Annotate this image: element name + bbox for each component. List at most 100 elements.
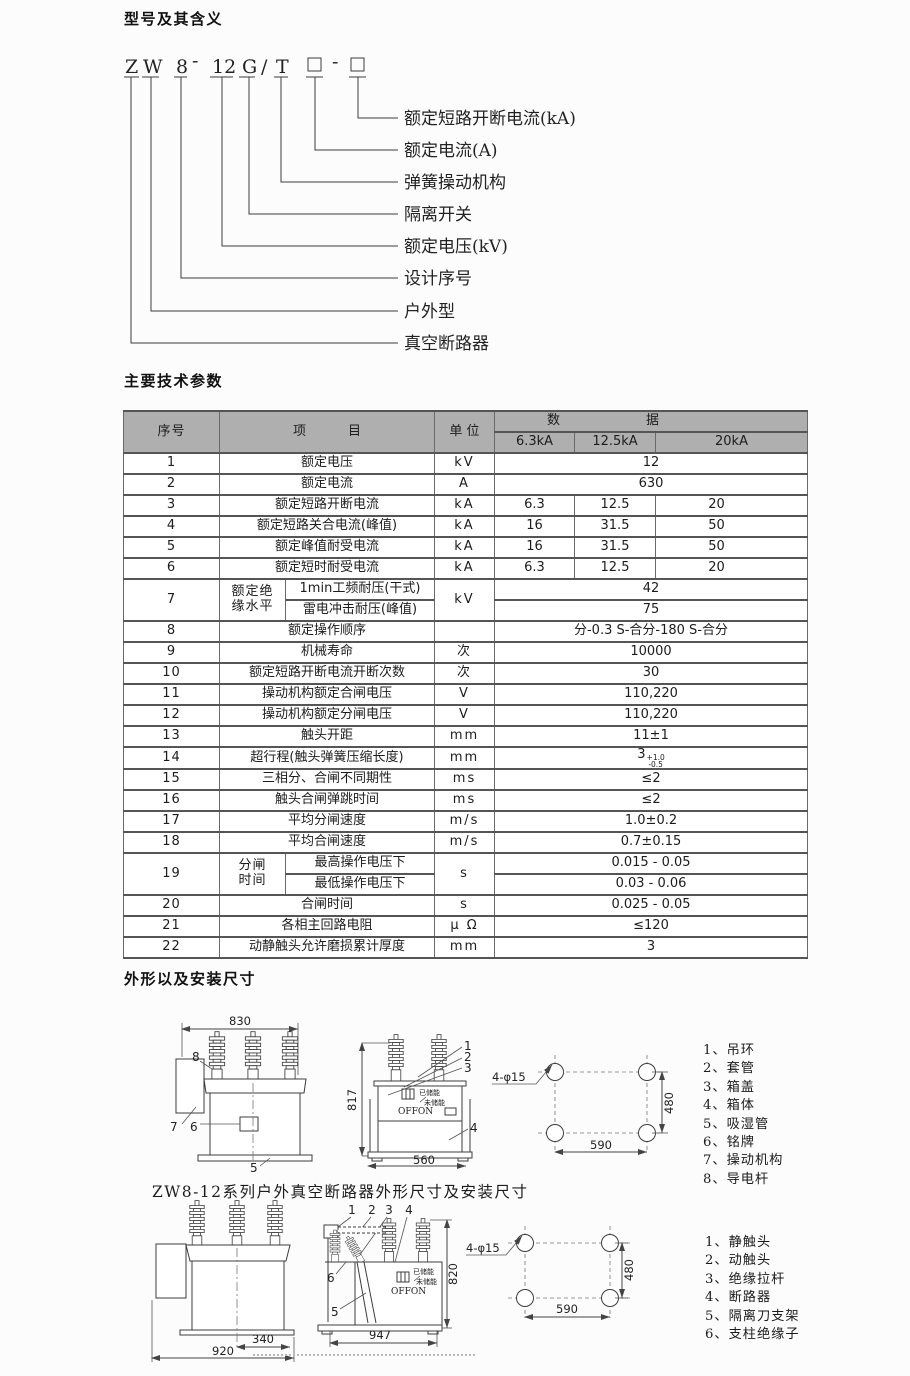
dim-830: 830 (229, 1014, 251, 1028)
model-char: 8 (176, 56, 188, 78)
header-data-char: 数 (546, 413, 560, 429)
cell-value: 31.5 (574, 515, 656, 538)
model-label: 额定短路开断电流(kA) (404, 109, 576, 129)
panel-uncharged-label: 未储能 (424, 1098, 445, 1107)
cell-item: 动静触头允许磨损累计厚度 (219, 936, 435, 959)
legend-item: 3、箱盖 (703, 1079, 755, 1095)
cell-value: 分-0.3 S-合分-180 S-合分 (493, 620, 809, 643)
cell-no: 14 (123, 746, 220, 770)
cell-value: 50 (654, 515, 809, 538)
side-view-1: 817 已储能 未储能 OFFON 1 2 3 4 560 (345, 1034, 478, 1169)
table-row: 17 平均分闸速度 m/s 1.0±0.2 (123, 810, 809, 833)
cell-item: 触头开距 (219, 725, 435, 748)
table-row: 2 额定电流 A 630 (123, 473, 809, 496)
callout-1: 1 (464, 1039, 472, 1053)
cell-no: 11 (123, 683, 220, 706)
legend-item: 1、吊环 (703, 1043, 755, 1058)
dim-560: 560 (413, 1153, 435, 1167)
dim-590: 590 (556, 1302, 578, 1316)
cell-unit (434, 620, 495, 643)
cell-value: ≤120 (493, 915, 809, 938)
cell-value: ≤2 (493, 789, 809, 812)
legend-item: 2、套管 (703, 1061, 755, 1077)
panel-charged-label: 已储能 (419, 1088, 440, 1097)
cell-unit: m/s (434, 810, 495, 833)
cell-item: 触头合闸弹跳时间 (219, 789, 435, 812)
table-row: 13 触头开距 mm 11±1 (123, 725, 809, 748)
tolerance-upper: +1.0 (646, 753, 665, 762)
cell-value: 0.015 - 0.05 (493, 852, 809, 875)
legend-item: 2、动触头 (705, 1253, 772, 1269)
cell-no: 6 (123, 557, 220, 580)
cell-subitem: 最高操作电压下 (285, 852, 435, 875)
cell-no: 7 (123, 578, 220, 622)
table-row: 5 额定峰值耐受电流 kA 16 31.5 50 (123, 536, 809, 559)
scan-dotted-line (253, 1354, 475, 1356)
value-base: 3 (637, 747, 646, 762)
model-label: 隔离开关 (404, 205, 472, 225)
cell-value: 6.3 (494, 557, 575, 580)
header-data-char: 据 (646, 413, 660, 429)
legend-item: 5、隔离刀支架 (705, 1308, 800, 1324)
cell-no: 17 (123, 810, 220, 833)
cell-item: 平均合闸速度 (219, 831, 435, 854)
model-char: W (143, 56, 163, 78)
cell-group: 分闸 时间 (219, 852, 286, 896)
model-char: / (261, 56, 268, 78)
cell-unit: kV (434, 452, 495, 475)
table-row: 8 额定操作顺序 分-0.3 S-合分-180 S-合分 (123, 620, 809, 643)
cell-value: 110,220 (493, 683, 809, 706)
drawing-caption: ZW8-12系列户外真空断路器外形尺寸及安装尺寸 (152, 1183, 529, 1201)
cell-subitem: 雷电冲击耐压(峰值) (285, 599, 435, 622)
dim-480: 480 (622, 1259, 636, 1281)
cell-unit: mm (434, 725, 495, 748)
cell-value: 6.3 (494, 494, 575, 517)
panel-charged-label: 已储能 (413, 1267, 434, 1276)
cell-no: 22 (123, 936, 220, 959)
legend-1: 1、吊环 2、套管 3、箱盖 4、箱体 5、吸湿管 6、铭牌 7、操动机构 8、… (703, 1042, 783, 1189)
model-label: 额定电流(A) (404, 141, 498, 161)
table-header-row: 序号 项目 单 位 数据 (123, 410, 809, 454)
legend-item: 4、断路器 (705, 1290, 772, 1306)
cell-value: 16 (494, 536, 575, 559)
cell-value: 75 (493, 599, 809, 622)
legend-2: 1、静触头 2、动触头 3、绝缘拉杆 4、断路器 5、隔离刀支架 6、支柱绝缘子 (705, 1234, 800, 1344)
callout-1: 1 (348, 1203, 356, 1217)
panel-offon-label: OFFON (391, 1287, 426, 1297)
panel-offon-label: OFFON (398, 1107, 433, 1117)
table-subheader-row: 6.3kA 12.5kA 20kA (124, 431, 809, 454)
cell-item: 额定电压 (219, 452, 435, 475)
table-row-group-sub: 最低操作电压下 0.03 - 0.06 (124, 873, 809, 896)
cell-value: 630 (493, 473, 809, 496)
table-row: 10 额定短路开断电流开断次数 次 30 (123, 662, 809, 685)
outline-drawing-2: 340 920 1 2 3 4 已储能 未储能 OFFON (151, 1200, 636, 1362)
cell-unit: m/s (434, 831, 495, 854)
cell-unit: 次 (434, 662, 495, 685)
table-row: 1 额定电压 kV 12 (123, 452, 809, 475)
cell-value: 31.5 (574, 536, 656, 559)
bolt-pattern-2: 4-φ15 480 590 (466, 1226, 636, 1320)
cell-unit: A (434, 473, 495, 496)
cell-item: 合闸时间 (219, 894, 435, 917)
header-item: 项目 (219, 410, 435, 454)
callout-8: 8 (192, 1050, 200, 1064)
model-label: 设计序号 (404, 269, 472, 289)
cell-no: 16 (123, 789, 220, 812)
legend-item: 1、静触头 (705, 1235, 772, 1250)
cell-item: 各相主回路电阻 (219, 915, 435, 938)
cell-value: 30 (493, 662, 809, 685)
model-label: 户外型 (404, 302, 455, 322)
cell-value: 12 (493, 452, 809, 475)
header-item-char: 目 (348, 423, 362, 439)
cell-subitem: 1min工频耐压(干式) (285, 578, 435, 601)
cell-no: 12 (123, 704, 220, 727)
dim-480: 480 (662, 1092, 676, 1114)
table-row: 18 平均合闸速度 m/s 0.7±0.15 (123, 831, 809, 854)
cell-no: 9 (123, 641, 220, 664)
cell-no: 1 (123, 452, 220, 475)
cell-item: 三相分、合闸不同期性 (219, 768, 435, 791)
cell-no: 4 (123, 515, 220, 538)
cell-value: 110,220 (493, 704, 809, 727)
cell-item: 额定短时耐受电流 (219, 557, 435, 580)
